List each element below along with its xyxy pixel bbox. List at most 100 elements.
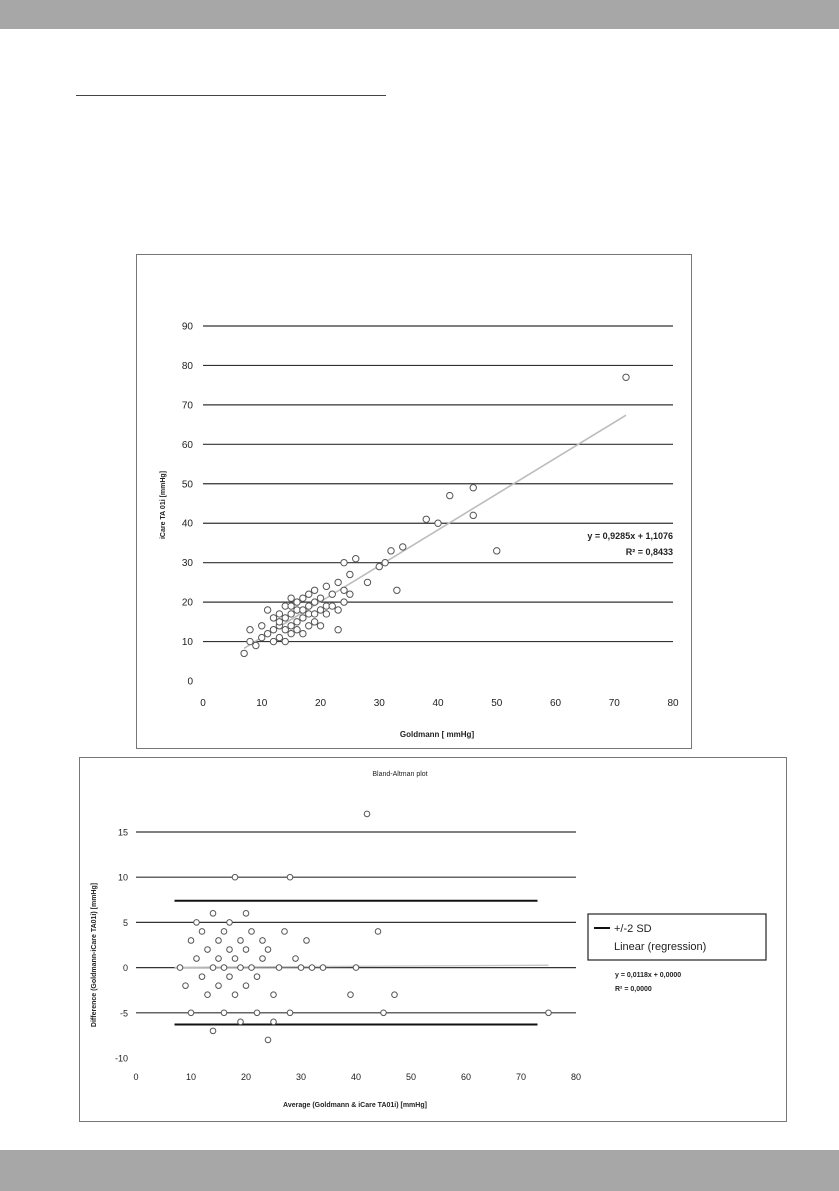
data-point xyxy=(380,1009,387,1017)
data-point xyxy=(391,991,398,999)
data-point xyxy=(545,1009,552,1017)
data-point xyxy=(237,964,244,971)
data-point xyxy=(286,873,294,881)
y-tick-label: 20 xyxy=(182,598,194,609)
legend-label-regression: Linear (regression) xyxy=(614,941,706,953)
data-point xyxy=(493,547,501,555)
data-point xyxy=(622,373,630,381)
data-point xyxy=(334,578,342,587)
data-point xyxy=(215,955,222,962)
data-point xyxy=(264,1036,272,1044)
data-point xyxy=(387,547,395,555)
data-point xyxy=(322,610,331,618)
data-point xyxy=(270,991,277,999)
data-point xyxy=(275,618,284,626)
x-tick-label: 40 xyxy=(432,698,444,709)
x-tick-label: 60 xyxy=(550,698,562,709)
data-point xyxy=(270,1018,277,1026)
data-point xyxy=(347,991,354,999)
data-point xyxy=(334,606,342,614)
x-tick-label: 30 xyxy=(296,1072,306,1082)
bland-altman-chart: Bland-Altman plot 15 10 5 0 -5 -10 0 10 20 30 40 5… xyxy=(79,757,787,1122)
data-point xyxy=(319,964,327,971)
regression-equation: y = 0,0118x + 0,0000 xyxy=(615,972,681,979)
data-point xyxy=(281,928,288,935)
data-point xyxy=(322,582,331,591)
data-point xyxy=(287,629,295,638)
data-point xyxy=(287,594,295,602)
data-point xyxy=(193,919,200,926)
x-tick-label: 50 xyxy=(491,698,503,709)
bottom-bar xyxy=(0,1150,839,1191)
data-point xyxy=(287,622,295,630)
x-tick-label: 10 xyxy=(256,698,268,709)
data-point xyxy=(231,991,239,999)
data-point xyxy=(215,937,222,944)
data-point xyxy=(299,606,307,614)
data-point xyxy=(259,937,266,944)
data-point xyxy=(252,641,260,650)
data-point xyxy=(231,955,239,962)
regression-line xyxy=(174,964,549,969)
x-tick-label: 20 xyxy=(315,698,327,709)
data-point xyxy=(226,946,233,953)
data-point xyxy=(242,946,250,953)
data-point xyxy=(258,622,266,630)
data-point xyxy=(231,873,239,881)
data-point xyxy=(469,484,477,492)
y-tick-label: 15 xyxy=(118,828,128,838)
regression-r2: R² = 0,8433 xyxy=(626,547,673,557)
regression-equation: y = 0,9285x + 1,1076 xyxy=(587,531,673,541)
y-tick-label: 0 xyxy=(187,677,193,688)
heading-rule xyxy=(76,95,386,96)
data-point xyxy=(240,649,248,658)
data-point xyxy=(182,982,189,989)
data-point xyxy=(399,543,407,551)
x-tick-label: 60 xyxy=(461,1072,471,1082)
y-tick-label: 0 xyxy=(123,963,128,973)
data-point xyxy=(316,606,325,614)
scatter-chart-goldmann-vs-icare: 0 10 20 30 40 50 60 70 80 90 0 10 20 30 40 50 60 70 80 y … xyxy=(136,254,692,749)
data-point xyxy=(263,629,272,638)
data-point xyxy=(226,919,233,926)
data-point xyxy=(176,964,184,971)
y-tick-label: 70 xyxy=(182,400,194,411)
data-point xyxy=(446,491,454,500)
data-point xyxy=(242,982,250,989)
data-point xyxy=(281,626,289,634)
x-tick-label: 80 xyxy=(667,698,679,709)
y-axis-label: Difference (Goldmann-iCare TA01i) [mmHg] xyxy=(91,883,98,1027)
y-tick-label: -5 xyxy=(120,1008,128,1018)
y-tick-label: 30 xyxy=(182,558,194,569)
data-point xyxy=(393,586,401,594)
data-point xyxy=(275,964,283,971)
data-point xyxy=(275,633,284,642)
data-point xyxy=(220,1009,228,1017)
data-point xyxy=(209,964,217,971)
data-point xyxy=(305,590,313,598)
data-point xyxy=(340,558,348,567)
data-point xyxy=(259,955,266,962)
data-point xyxy=(352,555,360,563)
data-point xyxy=(264,946,272,953)
y-tick-label: -10 xyxy=(115,1054,128,1064)
data-point xyxy=(293,598,301,606)
x-tick-label: 50 xyxy=(406,1072,416,1082)
data-point xyxy=(434,519,442,527)
x-axis-label: Goldmann [ mmHg] xyxy=(400,730,475,739)
x-tick-label: 40 xyxy=(351,1072,361,1082)
y-tick-label: 80 xyxy=(182,361,194,372)
data-point xyxy=(209,910,217,917)
data-point xyxy=(374,928,382,935)
data-point xyxy=(269,637,278,646)
y-tick-label: 50 xyxy=(182,479,194,490)
x-tick-label: 30 xyxy=(374,698,386,709)
data-point xyxy=(363,578,372,587)
data-point xyxy=(198,973,206,980)
data-point xyxy=(340,586,348,594)
data-point xyxy=(209,1027,217,1035)
data-point xyxy=(328,602,336,610)
legend-label-sd: +/-2 SD xyxy=(614,923,652,935)
data-point xyxy=(375,562,383,571)
